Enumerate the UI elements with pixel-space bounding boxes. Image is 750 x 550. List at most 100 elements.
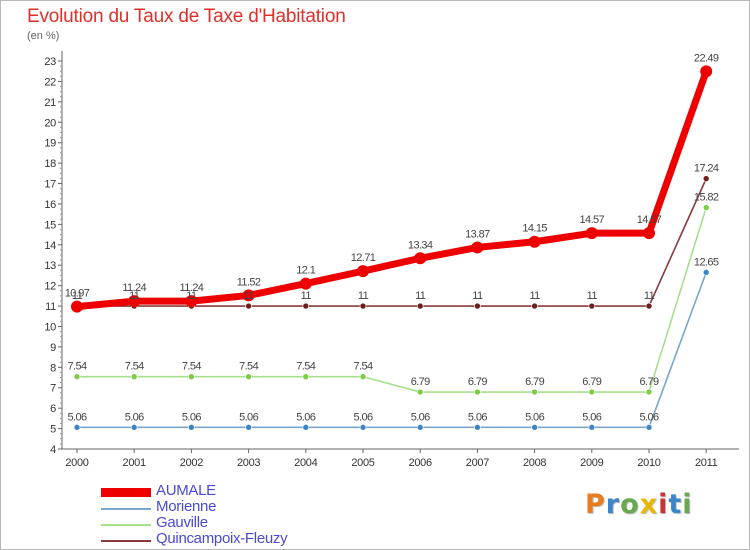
proxiti-logo: Proxiti xyxy=(585,489,693,520)
y-tick-label: 14 xyxy=(44,240,56,252)
logo-letter: x xyxy=(639,489,659,520)
data-point xyxy=(188,373,195,381)
data-point xyxy=(130,424,138,431)
data-label: 5.06 xyxy=(639,411,658,423)
data-label: 5.06 xyxy=(525,411,544,423)
data-point xyxy=(416,388,424,396)
y-tick-label: 11 xyxy=(45,301,56,313)
data-label: 11 xyxy=(301,290,312,302)
y-tick-label: 6 xyxy=(50,403,56,415)
data-point xyxy=(359,424,367,431)
legend-swatch xyxy=(101,488,151,497)
data-labels-quincampoix-fleuzy: 11 11 11 11 11 11 11 11 11 11 11 17.24 xyxy=(72,163,720,302)
data-label: 11 xyxy=(644,290,655,302)
legend-swatch xyxy=(101,508,151,510)
data-label: 6.79 xyxy=(582,376,601,388)
data-label: 5.06 xyxy=(125,411,144,423)
y-tick-label: 16 xyxy=(44,199,56,211)
data-label: 13.87 xyxy=(465,228,490,240)
logo-letter: i xyxy=(658,489,669,520)
data-label: 15.82 xyxy=(694,192,719,204)
data-label: 14.15 xyxy=(522,223,547,235)
data-point xyxy=(359,373,367,381)
data-label: 7.54 xyxy=(239,361,258,373)
data-label: 11 xyxy=(587,290,598,302)
chart-subtitle: (en %) xyxy=(27,30,60,42)
data-label: 12.1 xyxy=(296,265,315,277)
data-point xyxy=(73,424,81,431)
data-point xyxy=(302,424,310,431)
data-point xyxy=(416,424,424,431)
data-point xyxy=(73,373,81,381)
x-tick-label: 2004 xyxy=(294,457,317,469)
data-point xyxy=(645,302,653,310)
x-tick-label: 2001 xyxy=(123,457,146,469)
legend-label: Gauville xyxy=(156,514,208,531)
data-point xyxy=(242,289,255,302)
data-labels-morienne: 5.06 5.06 5.06 5.06 5.06 5.06 5.06 5.06 5.06 5.06… xyxy=(67,256,719,423)
data-label: 17.24 xyxy=(694,163,719,175)
data-point xyxy=(531,302,538,310)
y-tick-label: 8 xyxy=(50,362,56,374)
data-point xyxy=(474,302,481,310)
series-aumale xyxy=(71,65,713,313)
logo-letter: i xyxy=(682,489,693,520)
legend-swatch xyxy=(101,524,151,526)
data-point xyxy=(185,295,198,308)
y-tick-label: 17 xyxy=(44,179,56,191)
data-label: 7.54 xyxy=(353,361,372,373)
data-point xyxy=(531,424,538,431)
data-point xyxy=(528,235,541,248)
legend-label: Morienne xyxy=(156,498,217,515)
series-quincampoix-fleuzy xyxy=(73,175,710,310)
series-line xyxy=(77,207,707,393)
series-line xyxy=(77,178,707,307)
data-point xyxy=(474,424,481,431)
series-line xyxy=(77,272,707,429)
data-label: 5.06 xyxy=(67,411,86,423)
logo-letter: r xyxy=(605,489,621,520)
data-point xyxy=(302,373,310,381)
y-tick-label: 21 xyxy=(44,97,56,109)
data-point xyxy=(245,373,252,381)
data-point xyxy=(585,227,598,240)
data-label: 22.49 xyxy=(694,52,719,64)
data-labels-gauville: 7.54 7.54 7.54 7.54 7.54 7.54 6.79 6.79 6.79 6.79… xyxy=(67,192,719,388)
data-point xyxy=(416,302,424,310)
data-point xyxy=(245,302,252,310)
data-label: 12.65 xyxy=(694,256,719,268)
data-label: 11 xyxy=(358,290,369,302)
data-point xyxy=(474,388,481,396)
legend-swatch xyxy=(101,540,151,542)
data-label: 7.54 xyxy=(125,361,144,373)
series-line xyxy=(73,67,710,311)
data-label: 6.79 xyxy=(468,376,487,388)
data-point xyxy=(130,373,138,381)
y-tick-label: 10 xyxy=(44,321,56,333)
x-tick-label: 2007 xyxy=(466,457,489,469)
y-tick-label: 9 xyxy=(50,342,56,354)
data-point xyxy=(645,424,653,431)
data-label: 11.52 xyxy=(237,276,261,288)
data-point xyxy=(700,65,713,78)
data-point xyxy=(645,388,653,396)
data-label: 11 xyxy=(72,290,83,302)
y-tick-label: 12 xyxy=(44,281,56,293)
data-label: 11 xyxy=(186,290,197,302)
data-label: 11 xyxy=(472,290,483,302)
logo-letter: P xyxy=(585,489,606,520)
data-label: 5.06 xyxy=(239,411,258,423)
data-label: 6.79 xyxy=(639,376,658,388)
data-point xyxy=(245,424,252,431)
data-label: 7.54 xyxy=(67,361,86,373)
data-label: 14.57 xyxy=(637,214,662,226)
y-tick-label: 19 xyxy=(44,138,56,150)
data-point xyxy=(302,302,310,310)
data-label: 5.06 xyxy=(353,411,372,423)
data-point xyxy=(588,302,596,310)
data-point xyxy=(702,175,710,182)
x-tick-label: 2000 xyxy=(65,457,88,469)
data-point xyxy=(588,388,596,396)
legend-label: Quincampoix-Fleuzy xyxy=(156,530,288,547)
data-label: 10.97 xyxy=(65,288,90,300)
